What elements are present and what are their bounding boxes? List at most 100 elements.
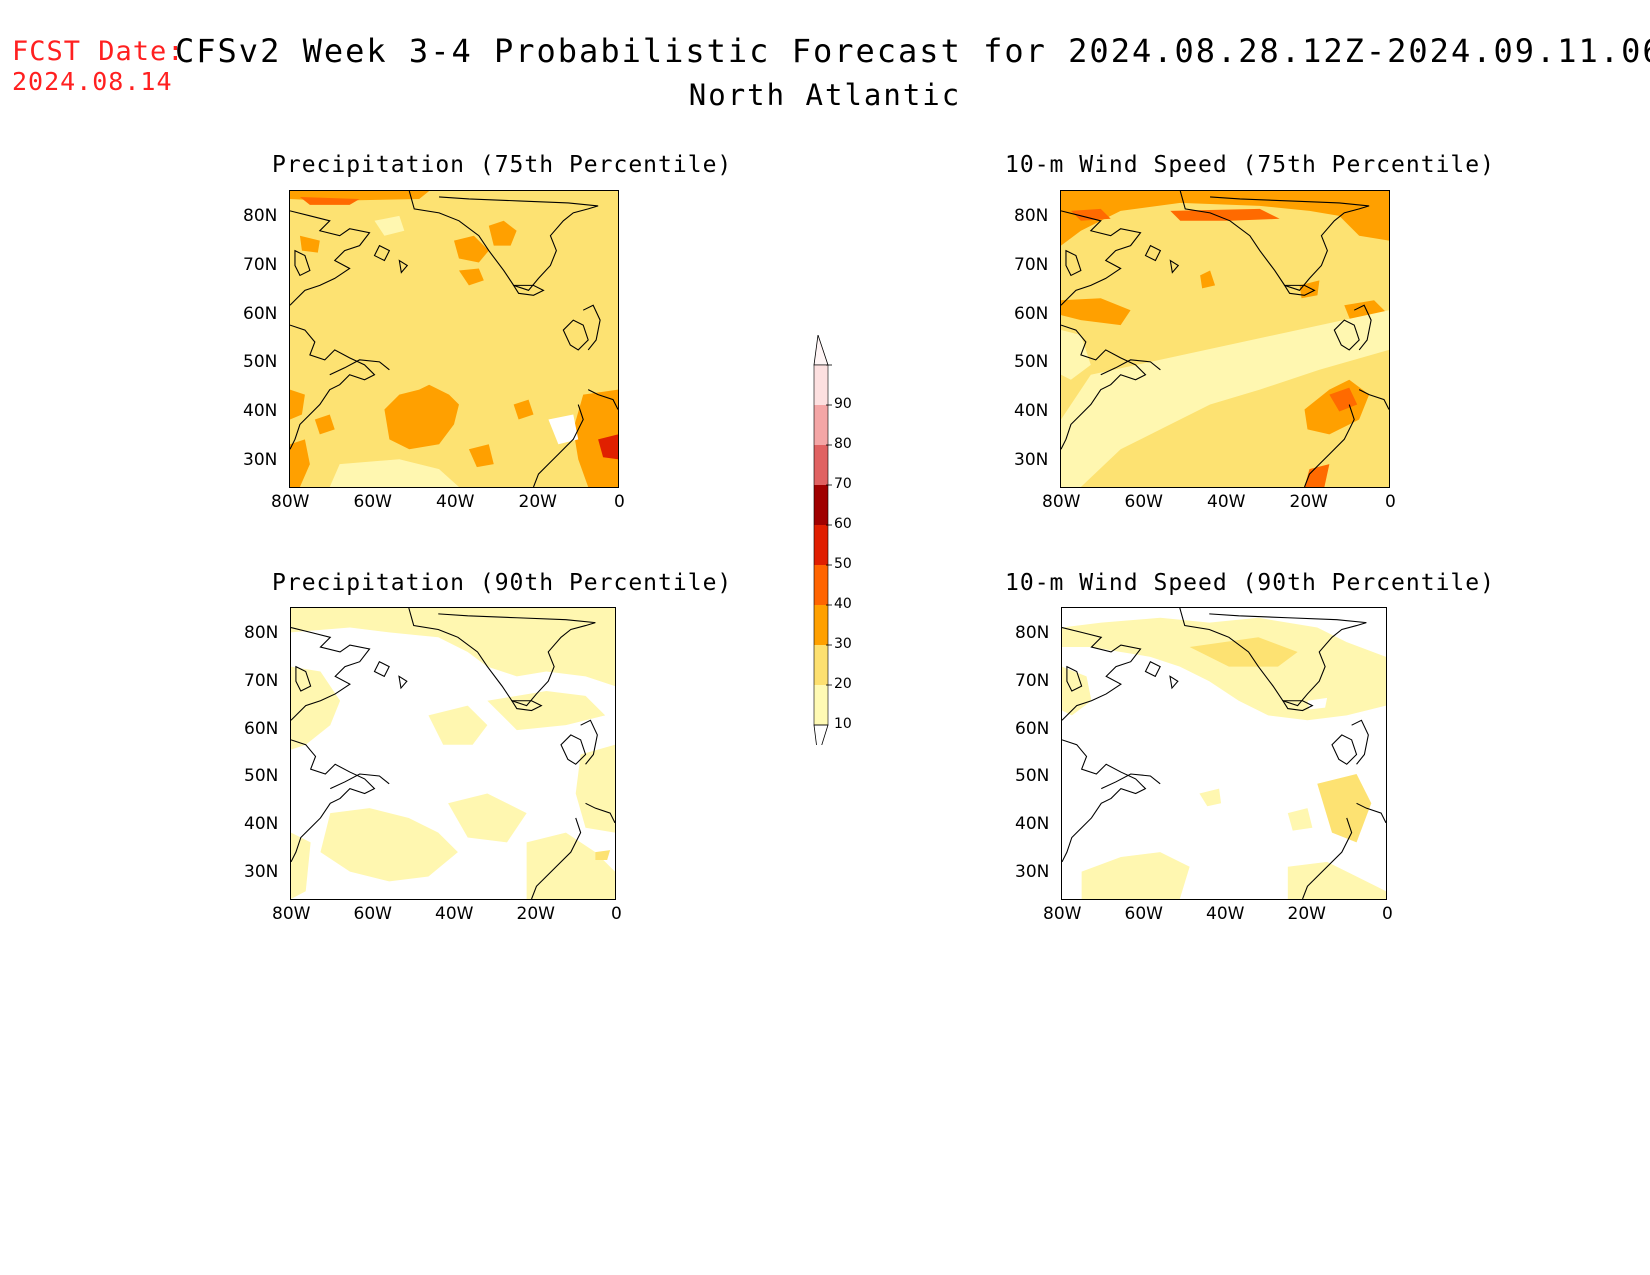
colorbar-label: 70 — [834, 476, 852, 492]
coastline-segment — [398, 259, 409, 274]
coastline-segment — [294, 249, 311, 277]
probability-contour — [1287, 808, 1313, 831]
map-canvas — [291, 608, 615, 899]
colorbar-swatch — [814, 565, 828, 605]
panel-title-wind-90: 10-m Wind Speed (90th Percentile) — [1005, 570, 1495, 596]
forecast-date-label: FCST Date: — [12, 36, 185, 67]
coastline-segment — [1062, 627, 1142, 721]
colorbar-label: 60 — [834, 516, 852, 532]
coastline-segment — [1179, 191, 1370, 291]
coastline-segment — [295, 665, 312, 692]
probability-contour — [329, 459, 459, 487]
lat-tick-label: 50N — [1015, 766, 1050, 787]
probability-contour — [290, 191, 618, 487]
page-title: CFSv2 Week 3-4 Probabilistic Forecast fo… — [175, 32, 1650, 70]
probability-contour — [1061, 330, 1091, 380]
coastline-segment — [1304, 389, 1389, 487]
probability-contour — [291, 666, 341, 750]
probability-contour — [598, 434, 618, 460]
coastline-segment — [408, 608, 596, 707]
probability-contour — [1287, 861, 1386, 899]
coastline-segment — [510, 700, 543, 712]
lon-tick-label: 80W — [1042, 492, 1081, 512]
lat-tick-label: 80N — [1014, 206, 1049, 226]
forecast-date-value: 2024.08.14 — [12, 67, 173, 96]
probability-contour — [291, 608, 615, 687]
coastline-segment — [1101, 773, 1161, 790]
coastline — [291, 608, 615, 899]
coastline-segment — [290, 210, 371, 306]
probability-contour — [458, 268, 484, 286]
lat-tick-label: 50N — [1014, 352, 1049, 373]
lat-tick-label: 30N — [1014, 450, 1049, 470]
lon-tick-label: 40W — [1207, 492, 1246, 512]
coastline — [290, 191, 618, 487]
lon-tick-label: 20W — [518, 492, 557, 512]
panel-title-precip-75: Precipitation (75th Percentile) — [272, 152, 733, 178]
probability-contour — [1304, 464, 1330, 487]
colorbar-swatch — [814, 685, 828, 725]
probability-contour — [1189, 637, 1298, 667]
lat-tick-label: 30N — [244, 862, 279, 882]
probability-contour — [290, 439, 310, 487]
probability-contour — [1307, 697, 1328, 710]
coastline-segment — [1333, 319, 1360, 351]
probability-contour — [291, 832, 311, 899]
lon-tick-label: 20W — [516, 904, 555, 924]
coastline-segment — [1062, 739, 1147, 863]
lat-tick-label: 30N — [1015, 862, 1050, 882]
lat-tick-label: 80N — [243, 206, 278, 226]
probability-contour — [513, 399, 534, 420]
map-precip-90 — [290, 607, 616, 900]
coastline-segment — [1302, 802, 1386, 899]
coastline — [1061, 191, 1389, 487]
lon-tick-label: 0 — [1385, 492, 1396, 512]
lat-tick-label: 60N — [244, 718, 279, 739]
colorbar-label: 30 — [834, 636, 852, 652]
colorbar-graphic — [813, 334, 832, 758]
coastline-segment — [580, 719, 598, 765]
lat-tick-label: 40N — [243, 401, 278, 422]
colorbar-label: 20 — [834, 676, 852, 692]
probability-contour — [526, 832, 615, 899]
lon-tick-label: 80W — [272, 904, 311, 924]
coastline-segment — [1065, 249, 1082, 277]
probability-contour — [1200, 270, 1216, 289]
coastline-segment — [1169, 259, 1180, 274]
lat-tick-label: 80N — [1015, 623, 1050, 643]
map-canvas — [1061, 191, 1389, 487]
colorbar-label: 50 — [834, 556, 852, 572]
lat-tick-label: 40N — [1014, 401, 1049, 422]
coastline-segment — [373, 660, 390, 678]
coastline-segment — [1100, 359, 1161, 376]
colorbar-swatch — [814, 525, 828, 565]
coastline-segment — [1331, 734, 1358, 765]
coastline-segment — [291, 739, 376, 863]
colorbar-swatch — [814, 605, 828, 645]
colorbar-label: 10 — [834, 716, 852, 732]
probability-contour — [1170, 208, 1280, 221]
lon-tick-label: 40W — [436, 492, 475, 512]
lat-tick-label: 80N — [244, 623, 279, 643]
lat-tick-label: 50N — [243, 352, 278, 373]
probability-contour — [1061, 298, 1131, 326]
lon-tick-label: 40W — [435, 904, 474, 924]
colorbar-label: 40 — [834, 596, 852, 612]
lon-tick-label: 20W — [1289, 492, 1328, 512]
lon-tick-label: 0 — [611, 904, 622, 924]
colorbar-swatch — [814, 405, 828, 445]
probability-contour — [290, 389, 305, 420]
coastline-segment — [1066, 665, 1083, 692]
probability-contour — [1070, 208, 1111, 221]
probability-contour — [1061, 191, 1389, 246]
colorbar-swatch — [814, 365, 828, 405]
probability-contour — [428, 705, 488, 745]
coastline-segment — [1061, 210, 1142, 306]
lon-tick-label: 60W — [353, 904, 392, 924]
lon-tick-label: 80W — [271, 492, 310, 512]
lat-tick-label: 30N — [243, 450, 278, 470]
coastline-segment — [1169, 675, 1179, 690]
colorbar — [800, 334, 880, 758]
probability-contour — [454, 235, 489, 263]
coastline-segment — [291, 627, 371, 721]
